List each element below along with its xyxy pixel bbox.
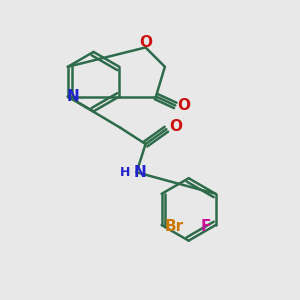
Text: O: O [169,119,182,134]
Text: N: N [67,89,80,104]
Text: Br: Br [164,219,184,234]
Text: F: F [201,219,211,234]
Text: O: O [139,34,152,50]
Text: O: O [178,98,191,113]
Text: N: N [133,165,146,180]
Text: H: H [120,166,130,179]
